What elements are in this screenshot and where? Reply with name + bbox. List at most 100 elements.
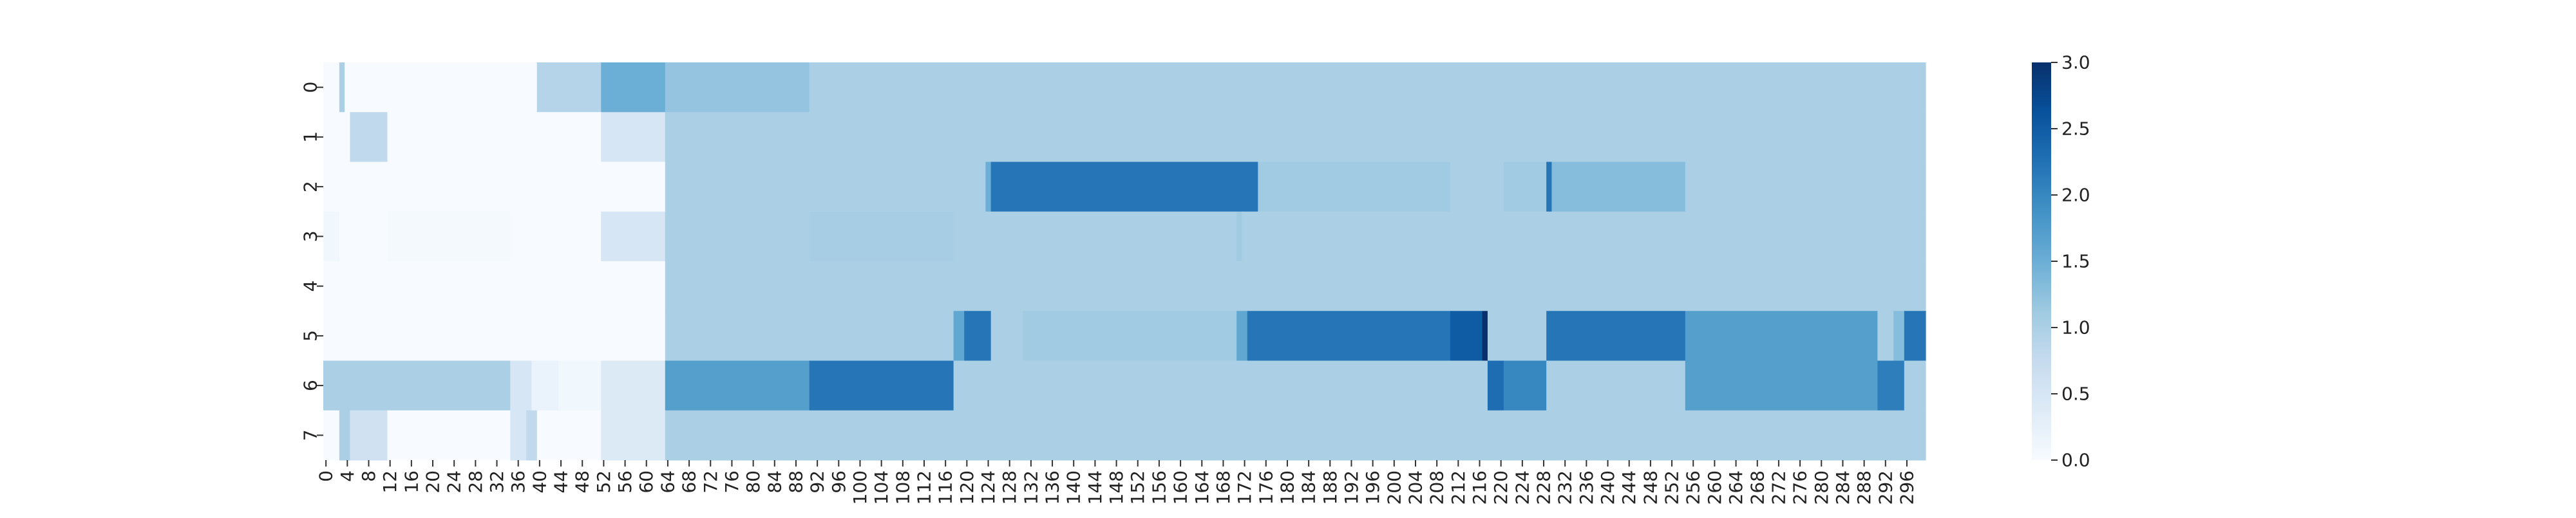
- y-tick-label: 2: [300, 181, 321, 192]
- x-tick-label: 276: [1790, 470, 1811, 504]
- heatmap-cell: [665, 211, 810, 262]
- heatmap-cell: [601, 410, 666, 461]
- x-tick-label: 184: [1298, 470, 1320, 504]
- x-tick-label: 168: [1213, 470, 1234, 504]
- x-tick-label: 284: [1832, 470, 1853, 504]
- heatmap-cell: [1551, 162, 1686, 212]
- colorbar-gradient: [2032, 62, 2051, 460]
- x-tick-label: 200: [1383, 470, 1405, 504]
- heatmap-cell: [387, 112, 601, 163]
- heatmap-cell: [665, 112, 1926, 163]
- heatmap-cell: [665, 261, 1926, 311]
- x-tick-label: 260: [1704, 470, 1725, 504]
- heatmap-cell: [1546, 162, 1553, 212]
- x-tick-label: 20: [422, 470, 444, 494]
- x-tick-label: 112: [914, 470, 935, 504]
- x-tick-label: 180: [1276, 470, 1298, 504]
- x-tick-label: 40: [529, 470, 550, 494]
- x-tick-label: 116: [935, 470, 956, 504]
- x-tick-label: 48: [572, 470, 593, 494]
- heatmap-cell: [601, 112, 666, 163]
- heatmap-cell: [665, 360, 810, 411]
- heatmap-cell: [536, 410, 601, 461]
- heatmap-cell: [1685, 162, 1926, 212]
- x-tick-label: 136: [1042, 470, 1063, 504]
- heatmap-cell: [1503, 360, 1547, 411]
- x-tick-label: 108: [892, 470, 913, 504]
- x-tick-label: 176: [1255, 470, 1276, 504]
- colorbar-tick-label: 0.5: [2061, 384, 2090, 405]
- heatmap-cell: [601, 360, 666, 411]
- heatmap-cell: [1242, 211, 1926, 262]
- heatmap-cell: [323, 62, 340, 113]
- x-tick-label: 80: [743, 470, 764, 494]
- colorbar-tick-label: 1.5: [2061, 251, 2090, 272]
- x-tick-label: 104: [871, 470, 892, 504]
- heatmap-cell: [809, 62, 1926, 113]
- x-tick-label: 16: [401, 470, 422, 494]
- x-tick-label: 128: [999, 470, 1020, 504]
- colorbar: 0.0 0.5 1.0 1.5 2.0 2.5 3.0: [2032, 52, 2090, 471]
- heatmap-cell: [1482, 311, 1488, 362]
- x-tick-label: 280: [1811, 470, 1832, 504]
- x-tick-label: 4: [337, 470, 358, 482]
- x-tick-label: 60: [636, 470, 657, 494]
- heatmap-cell: [350, 410, 388, 461]
- heatmap-cell: [339, 62, 345, 113]
- x-tick-label: 256: [1683, 470, 1704, 504]
- x-tick-label: 244: [1618, 470, 1640, 504]
- x-tick-label: 132: [1020, 470, 1041, 504]
- heatmap-cell: [1503, 162, 1547, 212]
- x-tick-label: 188: [1320, 470, 1341, 504]
- x-tick-label: 52: [593, 470, 614, 494]
- x-tick-label: 152: [1127, 470, 1148, 504]
- heatmap-cell: [526, 410, 538, 461]
- x-tick-label: 12: [379, 470, 401, 494]
- y-tick-label: 5: [300, 330, 321, 342]
- heatmap-cell: [558, 360, 601, 411]
- heatmap-cell: [990, 162, 1258, 212]
- x-tick-label: 0: [316, 470, 337, 482]
- heatmap-cell: [665, 162, 986, 212]
- x-tick-label: 208: [1426, 470, 1448, 504]
- heatmap-cell: [1893, 311, 1905, 362]
- heatmap-cell: [1685, 360, 1878, 411]
- x-tick-label: 36: [507, 470, 529, 494]
- x-tick-label: 44: [551, 470, 572, 494]
- heatmap-cell: [1904, 311, 1926, 362]
- colorbar-tick-label: 2.5: [2061, 118, 2090, 140]
- x-tick-label: 268: [1747, 470, 1768, 504]
- x-tick-label: 76: [721, 470, 743, 494]
- colorbar-tick-label: 3.0: [2061, 52, 2090, 73]
- heatmap-cell: [953, 311, 965, 362]
- y-tick-label: 7: [300, 429, 321, 441]
- x-tick-label: 228: [1533, 470, 1555, 504]
- x-tick-label: 220: [1490, 470, 1511, 504]
- heatmap-cell: [665, 62, 810, 113]
- heatmap-cell: [1546, 311, 1686, 362]
- x-tick-label: 248: [1640, 470, 1661, 504]
- heatmap-cell: [1023, 311, 1237, 362]
- heatmap-cell: [990, 311, 1024, 362]
- x-tick-label: 196: [1362, 470, 1383, 504]
- x-tick-label: 8: [358, 470, 379, 482]
- heatmap-cell: [387, 410, 511, 461]
- x-tick-label: 236: [1576, 470, 1597, 504]
- heatmap-cell: [1487, 360, 1504, 411]
- heatmap-cell: [323, 360, 511, 411]
- x-tick-label: 232: [1555, 470, 1576, 504]
- x-tick-label: 140: [1063, 470, 1084, 504]
- heatmap-cell: [323, 112, 351, 163]
- heatmap-cell: [1877, 360, 1905, 411]
- y-tick-label: 0: [300, 82, 321, 93]
- heatmap-cell: [1236, 211, 1243, 262]
- heatmap-cell: [323, 261, 666, 311]
- heatmap-cell: [1236, 311, 1248, 362]
- x-axis-ticks: 0 4 8 12 16 20 24 28 32 36 40 44 48 52 56 60 64 68 72 76 80 8…: [316, 460, 1917, 504]
- x-tick-label: 68: [679, 470, 700, 494]
- x-tick-label: 96: [828, 470, 849, 494]
- heatmap-cell: [510, 211, 601, 262]
- colorbar-ticks: 0.0 0.5 1.0 1.5 2.0 2.5 3.0: [2051, 52, 2090, 471]
- x-tick-label: 64: [657, 470, 678, 494]
- heatmap-cell: [953, 360, 1488, 411]
